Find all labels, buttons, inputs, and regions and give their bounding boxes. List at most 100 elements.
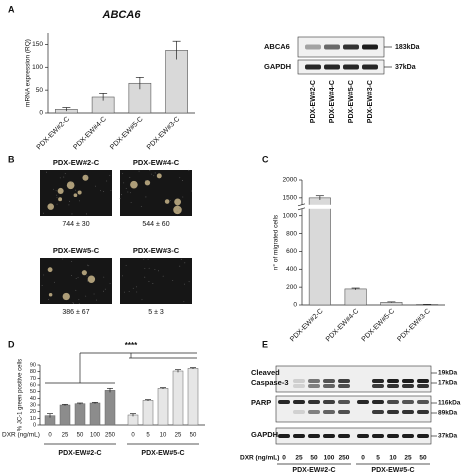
x-tick-label: 50 <box>190 433 197 439</box>
chart-title: ABCA6 <box>102 9 142 21</box>
speck <box>55 190 57 192</box>
blot-band <box>372 379 384 383</box>
speck <box>132 287 134 289</box>
speck <box>125 265 127 266</box>
speck <box>110 190 112 191</box>
colony <box>144 180 151 186</box>
image-label: PDX-EW#2-C <box>53 158 100 167</box>
blot-band <box>402 410 414 414</box>
speck <box>56 203 58 205</box>
y-tick-label: 90 <box>30 362 36 368</box>
speck <box>145 180 147 181</box>
colony <box>58 197 63 202</box>
speck <box>54 281 55 283</box>
colony <box>62 292 70 301</box>
blot-band <box>417 400 429 404</box>
dose-label: 25 <box>404 455 412 462</box>
x-tick-label: 50 <box>77 433 84 439</box>
bar <box>142 400 154 426</box>
image-count: 5 ± 3 <box>148 309 164 316</box>
blot-band <box>338 434 350 438</box>
y-tick-label: 600 <box>286 248 297 255</box>
y-tick-label: 60 <box>30 382 36 388</box>
speck <box>77 276 79 278</box>
x-axis-label: DXR (ng/mL) <box>2 432 40 439</box>
colony <box>87 275 96 283</box>
speck <box>63 176 65 178</box>
speck <box>183 283 185 285</box>
speck <box>72 302 74 303</box>
group-label: PDX-EW#5-C <box>141 450 184 457</box>
blot-band <box>323 434 335 438</box>
y-tick-label: 200 <box>286 284 297 291</box>
y-tick-label: 1000 <box>283 212 298 219</box>
y-tick-label: 70 <box>30 376 36 382</box>
speck <box>188 281 190 283</box>
speck <box>78 303 80 304</box>
speck <box>145 196 147 198</box>
blot-size-label: 37kDa <box>395 64 416 71</box>
x-tick-label: 10 <box>160 433 167 439</box>
y-tick-label: 50 <box>36 87 44 94</box>
colony <box>57 187 64 194</box>
blot-band <box>308 400 320 404</box>
speck <box>104 288 106 290</box>
blot-lane-label: PDX-EW#3-C <box>367 80 374 123</box>
speck <box>103 191 105 193</box>
blot-row-label: Cleaved <box>251 368 280 377</box>
blot-band <box>417 379 429 383</box>
x-tick-label: 0 <box>48 433 52 439</box>
speck <box>122 275 123 277</box>
y-axis-label: n° of migrated cells <box>272 214 280 270</box>
y-axis-label: % JC-1 green positive cells <box>18 359 24 431</box>
speck <box>136 291 138 293</box>
dose-label: 250 <box>339 455 350 462</box>
panel-letter: C <box>262 154 269 164</box>
speck <box>182 180 184 181</box>
speck <box>144 268 146 270</box>
dose-label: 25 <box>295 455 303 462</box>
blot-band <box>357 434 369 438</box>
blot-band <box>372 410 384 414</box>
x-tick-label: 100 <box>90 433 101 439</box>
speck <box>85 295 87 297</box>
speck <box>109 283 111 284</box>
blot-lane-label: PDX-EW#2-C <box>310 80 317 123</box>
blot-size-label: 116kDa <box>438 400 461 407</box>
speck <box>182 196 184 198</box>
significance: **** <box>125 341 138 350</box>
blot-band <box>372 400 384 404</box>
axis-break-mark <box>297 207 306 211</box>
blot-band <box>293 410 305 414</box>
speck <box>130 192 131 194</box>
speck <box>86 175 88 177</box>
blot-band <box>308 434 320 438</box>
dose-label: 100 <box>324 455 335 462</box>
x-tick-label: 0 <box>131 433 135 439</box>
colony <box>174 198 182 206</box>
speck <box>179 177 181 179</box>
speck <box>172 280 174 282</box>
speck <box>169 199 171 201</box>
speck <box>140 205 142 207</box>
speck <box>88 265 90 267</box>
speck <box>154 172 156 174</box>
y-tick-label: 40 <box>30 396 36 402</box>
blot-frame <box>275 395 432 423</box>
y-tick-label: 20 <box>30 409 36 415</box>
y-tick-label: 150 <box>32 41 43 48</box>
speck <box>43 212 45 214</box>
blot-row-label: GAPDH <box>264 62 291 71</box>
blot-band <box>387 434 399 438</box>
speck <box>183 301 185 303</box>
y-tick-label: 0 <box>39 110 43 117</box>
blot-band <box>293 434 305 438</box>
blot-band <box>338 410 350 414</box>
axis-break <box>298 204 441 209</box>
speck <box>128 291 130 292</box>
speck <box>96 299 98 301</box>
speck <box>43 274 45 276</box>
blot-row-label: GAPDH <box>251 430 278 439</box>
speck <box>69 200 71 202</box>
dose-label: 5 <box>376 455 380 462</box>
